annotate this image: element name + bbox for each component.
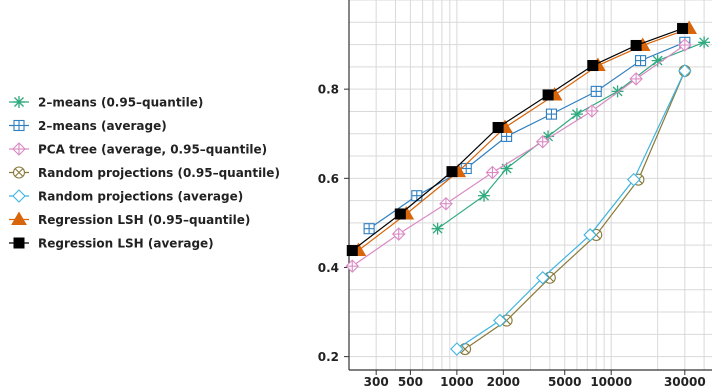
x-tick-label: 5000 xyxy=(548,375,581,389)
x-tick-label: 2000 xyxy=(487,375,520,389)
data-point xyxy=(678,38,692,52)
data-point xyxy=(545,108,557,120)
x-tick-label: 300 xyxy=(364,375,389,389)
y-tick-label: 0.4 xyxy=(318,261,339,275)
series-2 xyxy=(345,38,692,273)
data-point xyxy=(630,39,642,51)
data-point xyxy=(450,342,464,356)
y-tick-label: 0.6 xyxy=(318,172,339,186)
data-point xyxy=(535,270,550,285)
legend-marker xyxy=(11,211,27,225)
data-point xyxy=(678,64,692,78)
legend-marker xyxy=(13,237,25,249)
legend-marker xyxy=(12,166,26,179)
legend-label: Random projections (average) xyxy=(38,190,243,204)
legend-item: PCA tree (average, 0.95–quantile) xyxy=(9,142,267,157)
data-point xyxy=(345,259,360,273)
legend-item: Regression LSH (average) xyxy=(9,237,214,251)
data-point xyxy=(583,228,597,242)
series-line xyxy=(351,27,683,252)
data-point xyxy=(446,166,458,178)
data-point xyxy=(391,227,406,241)
legend-label: 2–means (average) xyxy=(38,119,167,133)
series-layer xyxy=(345,20,711,356)
data-point xyxy=(698,36,711,49)
y-tick-label: 0.2 xyxy=(318,350,339,364)
legend-label: 2–means (0.95–quantile) xyxy=(38,96,203,110)
data-point xyxy=(478,189,491,202)
series-line xyxy=(351,44,686,267)
data-point xyxy=(439,196,453,211)
legend-item: 2–means (0.95–quantile) xyxy=(9,96,203,110)
data-point xyxy=(346,245,358,257)
legend-item: Random projections (0.95–quantile) xyxy=(9,166,280,180)
x-tick-label: 1000 xyxy=(440,375,473,389)
data-point xyxy=(587,60,599,72)
data-point xyxy=(677,23,689,35)
series-line xyxy=(456,70,686,350)
x-tick-label: 10000 xyxy=(590,375,632,389)
legend: 2–means (0.95–quantile) 2–means (average)… xyxy=(9,96,280,251)
data-point xyxy=(585,104,599,118)
data-point xyxy=(493,313,507,328)
data-point xyxy=(635,55,647,67)
series-6 xyxy=(346,23,689,257)
data-point xyxy=(629,72,643,86)
data-point xyxy=(394,208,406,220)
axes: 0.2 0.4 0.6 0.8 300 500 1000 2000 5000 10000 30000 xyxy=(318,0,712,389)
data-point xyxy=(363,223,375,235)
legend-label: Regression LSH (0.95–quantile) xyxy=(38,213,250,227)
series-line xyxy=(368,41,686,230)
x-tick-label: 500 xyxy=(398,375,423,389)
legend-marker xyxy=(12,189,26,203)
legend-label: Regression LSH (average) xyxy=(38,237,214,251)
legend-item: 2–means (average) xyxy=(9,119,167,133)
legend-item: Random projections (average) xyxy=(9,189,243,204)
data-point xyxy=(570,108,583,121)
data-point xyxy=(485,165,500,180)
data-point xyxy=(492,121,504,133)
data-point xyxy=(431,222,444,235)
legend-label: Random projections (0.95–quantile) xyxy=(38,166,280,180)
legend-item: Regression LSH (0.95–quantile) xyxy=(9,211,250,227)
data-point xyxy=(535,134,550,149)
legend-label: PCA tree (average, 0.95–quantile) xyxy=(38,143,267,157)
data-point xyxy=(411,190,423,202)
y-tick-label: 0.8 xyxy=(318,83,339,97)
legend-marker xyxy=(12,142,26,156)
series-4 xyxy=(450,64,692,356)
legend-marker xyxy=(13,119,25,132)
data-point xyxy=(590,85,602,97)
legend-marker xyxy=(13,96,25,108)
grid xyxy=(348,0,712,370)
data-point xyxy=(626,172,641,187)
data-point xyxy=(542,89,554,101)
x-tick-label: 30000 xyxy=(664,375,706,389)
